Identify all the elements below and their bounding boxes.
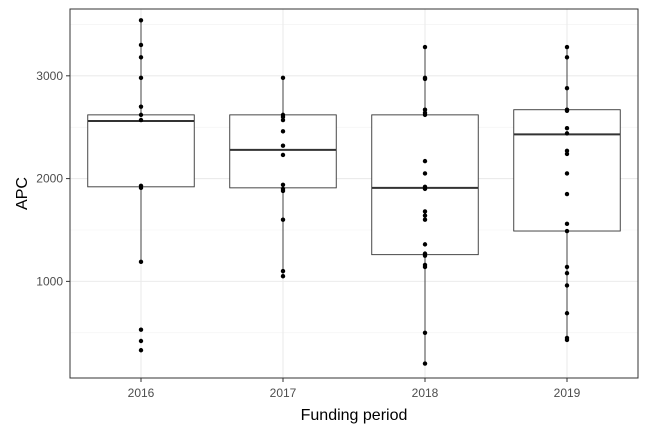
data-points-layer <box>138 18 570 366</box>
y-tick-label: 1000 <box>36 274 63 288</box>
data-point <box>280 114 286 120</box>
iqr-box <box>229 114 337 189</box>
data-point <box>422 76 428 82</box>
data-point <box>422 171 428 176</box>
data-point <box>564 191 570 197</box>
data-point <box>138 338 144 344</box>
data-point <box>280 143 286 148</box>
data-point <box>564 337 570 343</box>
boxplot-layer <box>87 20 621 364</box>
data-point <box>280 117 286 123</box>
data-point <box>280 268 286 274</box>
data-point <box>422 253 428 258</box>
data-point <box>564 151 570 157</box>
data-point <box>564 228 570 234</box>
data-point <box>280 75 286 81</box>
data-point <box>138 327 144 332</box>
x-tick-label: 2019 <box>554 386 581 400</box>
data-point <box>564 44 570 50</box>
data-point <box>422 264 428 270</box>
data-point <box>138 104 144 109</box>
data-point <box>422 112 428 118</box>
data-point <box>138 185 144 191</box>
data-point <box>138 112 144 118</box>
data-point <box>422 107 428 112</box>
data-point <box>564 283 570 288</box>
data-point <box>138 18 144 23</box>
data-point <box>280 217 286 222</box>
data-point <box>280 274 286 279</box>
panel-border <box>69 8 639 379</box>
data-point <box>422 330 428 335</box>
y-tick-label: 2000 <box>36 172 63 186</box>
data-point <box>138 259 144 265</box>
data-point <box>422 217 428 222</box>
data-point <box>422 186 428 192</box>
data-point <box>564 126 570 131</box>
data-point <box>280 188 286 194</box>
data-point <box>564 264 570 270</box>
x-tick-label: 2018 <box>412 386 439 400</box>
data-point <box>280 182 286 187</box>
y-axis-title: APC <box>14 177 31 210</box>
data-point <box>138 42 144 48</box>
data-point <box>280 129 286 134</box>
data-point <box>422 209 428 214</box>
data-point <box>138 117 144 123</box>
box-2017 <box>229 77 337 276</box>
data-point <box>564 311 570 316</box>
data-point <box>564 270 570 276</box>
iqr-box <box>87 114 195 188</box>
y-tick-label: 3000 <box>36 69 63 83</box>
data-point <box>138 55 144 60</box>
data-point <box>138 75 144 81</box>
data-point <box>422 361 428 366</box>
data-point <box>280 152 286 158</box>
data-point <box>564 131 570 136</box>
data-point <box>564 108 570 113</box>
data-point <box>422 158 428 164</box>
data-point <box>564 55 570 60</box>
data-point <box>564 148 570 154</box>
data-point <box>564 171 570 176</box>
box-2016 <box>87 20 195 262</box>
data-point <box>422 213 428 218</box>
x-tick-label: 2017 <box>270 386 297 400</box>
data-point <box>138 348 144 353</box>
x-axis-title: Funding period <box>301 407 408 424</box>
x-tick-label: 2016 <box>128 386 155 400</box>
data-point <box>422 242 428 247</box>
data-point <box>564 221 570 227</box>
axes: 1000 2000 3000 2016 2017 2018 2019 <box>36 69 580 400</box>
data-point <box>422 44 428 50</box>
data-point <box>564 85 570 91</box>
